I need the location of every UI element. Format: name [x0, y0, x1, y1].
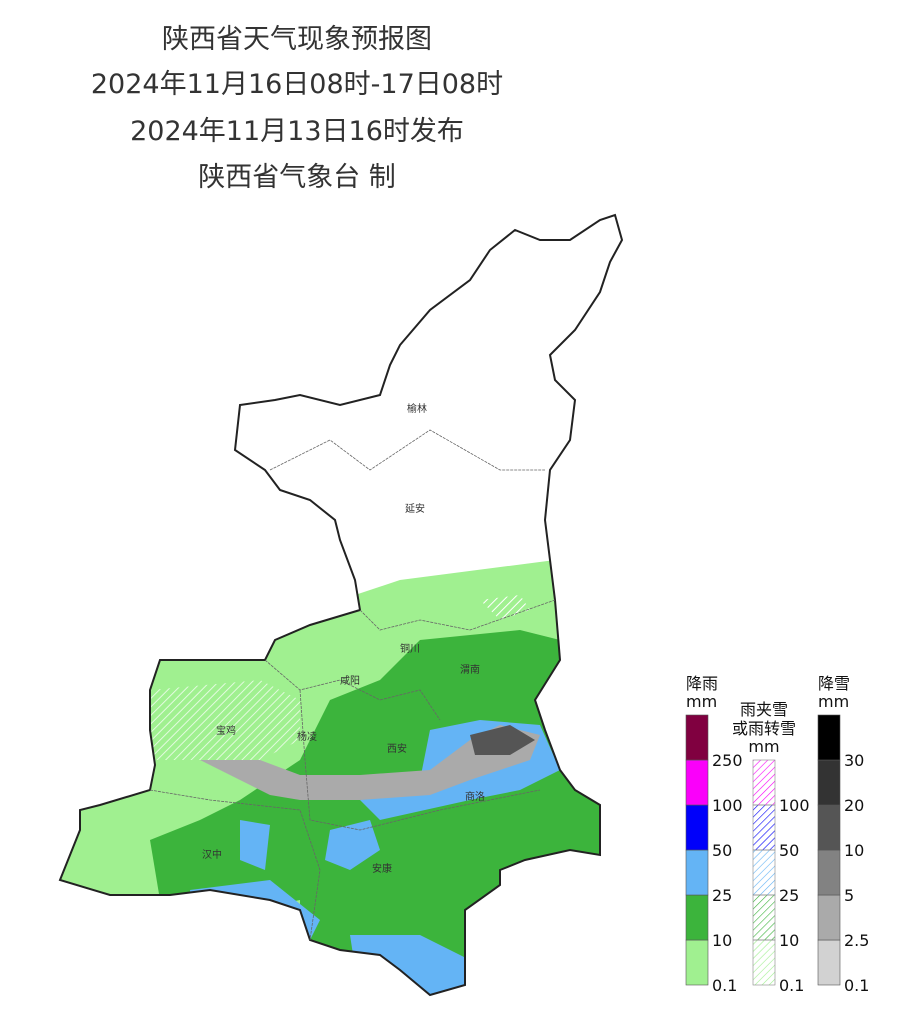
city-label: 西安	[387, 742, 407, 755]
city-label: 商洛	[465, 790, 485, 803]
legend-unit: mm	[818, 692, 849, 711]
legend-unit: mm	[748, 737, 779, 756]
legend-swatch	[817, 894, 841, 941]
legend-tick: 10	[779, 931, 799, 950]
legend-tick: 0.1	[712, 976, 737, 995]
city-label: 渭南	[460, 663, 480, 676]
issuer: 陕西省气象台 制	[198, 162, 396, 193]
legend-tick: 0.1	[779, 976, 804, 995]
legend-tick: 100	[779, 796, 810, 815]
legend-title: 降雪	[818, 674, 850, 693]
legend-swatch	[817, 759, 841, 806]
legend-tick: 50	[712, 841, 732, 860]
legend-tick: 0.1	[844, 976, 869, 995]
legend-tick: 50	[779, 841, 799, 860]
legend-swatch	[752, 849, 776, 896]
title: 陕西省天气现象预报图	[162, 24, 432, 55]
legend-swatch	[817, 804, 841, 851]
legend-swatch	[685, 939, 709, 986]
legend-tick: 25	[779, 886, 799, 905]
legend-swatch	[817, 714, 841, 761]
period: 2024年11月16日08时-17日08时	[91, 69, 503, 100]
legend-tick: 2.5	[844, 931, 869, 950]
legend-swatch	[685, 714, 709, 761]
legend-swatch	[685, 894, 709, 941]
legend-swatch	[685, 849, 709, 896]
legend-tick: 30	[844, 751, 864, 770]
legend-swatch	[752, 759, 776, 806]
legend-tick: 10	[844, 841, 864, 860]
legend-tick: 5	[844, 886, 854, 905]
city-label: 咸阳	[340, 675, 360, 687]
legend-swatch	[685, 759, 709, 806]
legend-title: 降雨	[686, 674, 718, 693]
issued: 2024年11月13日16时发布	[130, 116, 464, 147]
legend-swatch	[817, 849, 841, 896]
city-label: 汉中	[202, 848, 222, 861]
legend-title: 雨夹雪	[740, 700, 788, 719]
legend-swatch	[752, 894, 776, 941]
city-label: 宝鸡	[216, 724, 236, 737]
legend-tick: 10	[712, 931, 732, 950]
city-label: 榆林	[407, 402, 427, 415]
legend-swatch	[685, 804, 709, 851]
city-label: 安康	[372, 862, 392, 875]
legend-tick: 20	[844, 796, 864, 815]
legend-swatch	[752, 939, 776, 986]
city-label: 杨凌	[297, 730, 317, 743]
city-label: 铜川	[400, 643, 420, 655]
city-label: 延安	[405, 502, 425, 515]
legend-tick: 250	[712, 751, 743, 770]
legend-unit: mm	[686, 692, 717, 711]
legend-title: 或雨转雪	[732, 719, 796, 738]
legend-tick: 25	[712, 886, 732, 905]
legend-swatch	[752, 804, 776, 851]
city-borders	[149, 429, 556, 941]
legend-tick: 100	[712, 796, 743, 815]
legend-swatch	[817, 939, 841, 986]
